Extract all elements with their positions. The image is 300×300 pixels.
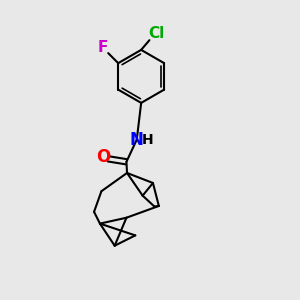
Text: N: N xyxy=(130,131,144,149)
Text: F: F xyxy=(98,40,108,55)
Text: H: H xyxy=(142,133,154,147)
Text: Cl: Cl xyxy=(148,26,164,41)
Text: O: O xyxy=(96,148,110,166)
